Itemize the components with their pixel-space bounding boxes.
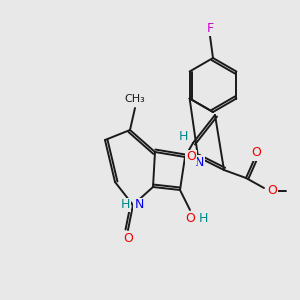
Text: CH₃: CH₃ xyxy=(124,94,146,104)
Text: O: O xyxy=(185,212,195,226)
Text: N: N xyxy=(134,199,144,212)
Text: F: F xyxy=(206,22,214,34)
Text: H: H xyxy=(121,199,130,212)
Text: O: O xyxy=(123,232,133,245)
Text: O: O xyxy=(267,184,277,197)
Text: O: O xyxy=(251,146,261,160)
Text: H: H xyxy=(199,212,208,226)
Text: O: O xyxy=(186,151,196,164)
Text: N: N xyxy=(194,155,204,169)
Text: H: H xyxy=(178,130,188,143)
